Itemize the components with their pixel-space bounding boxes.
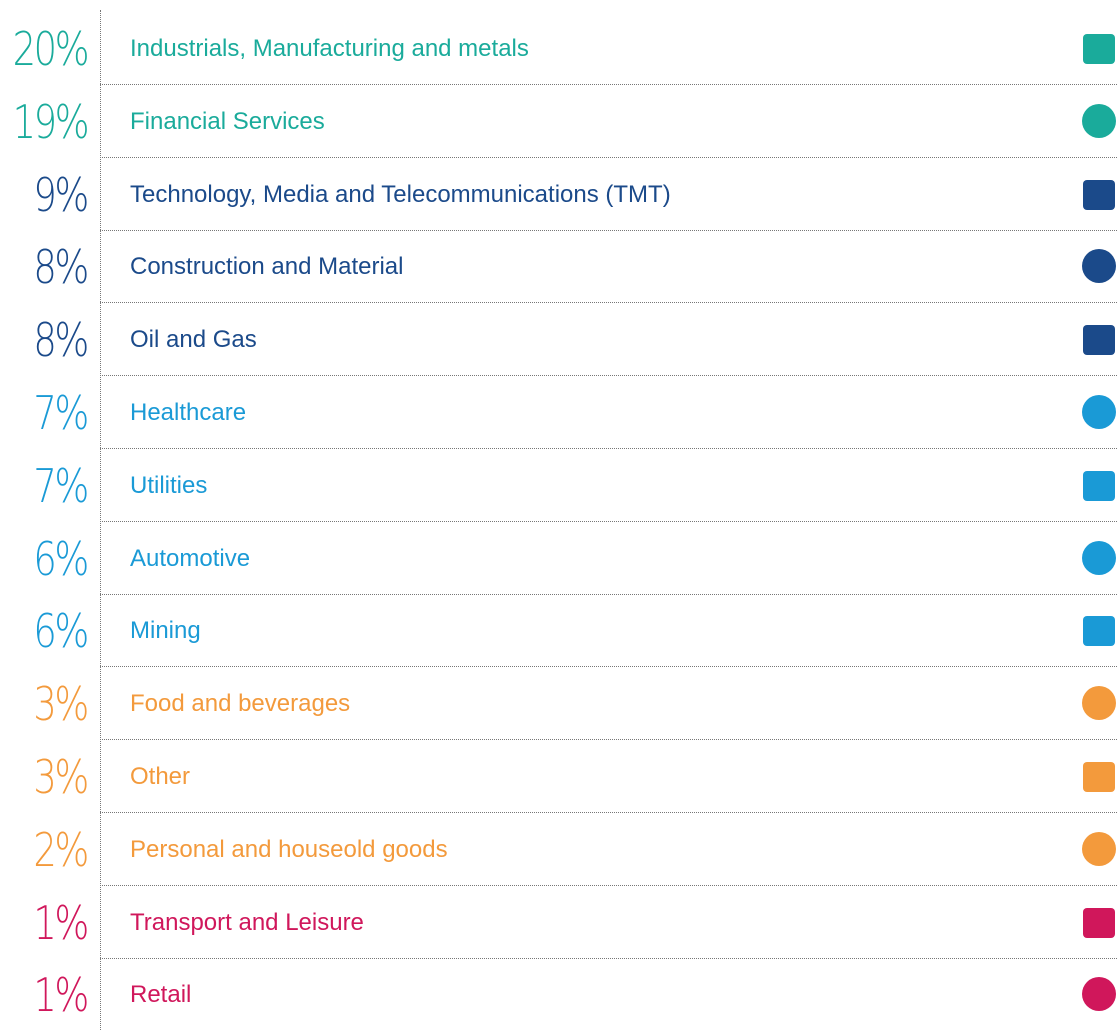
sector-percent: 20% bbox=[12, 22, 89, 76]
sector-label: Financial Services bbox=[130, 107, 325, 135]
sector-icon bbox=[1082, 395, 1116, 429]
icon-shape bbox=[1082, 249, 1116, 284]
sector-icon bbox=[1082, 831, 1116, 866]
sector-label: Healthcare bbox=[130, 399, 247, 426]
icon-shape bbox=[1083, 762, 1115, 792]
sector-label: Industrials, Manufacturing and metals bbox=[130, 35, 529, 62]
sector-icon bbox=[1083, 179, 1115, 210]
sector-label: Construction and Material bbox=[130, 253, 404, 281]
sector-percent: 9% bbox=[33, 167, 89, 222]
sector-icon bbox=[1082, 249, 1116, 284]
sector-row: 2% Personal and houseold goods bbox=[0, 813, 1117, 886]
sector-label: Food and beverages bbox=[130, 690, 351, 718]
sector-percent: 3% bbox=[33, 677, 89, 732]
sector-icon bbox=[1083, 762, 1115, 792]
sector-percent: 19% bbox=[12, 94, 89, 149]
sector-label: Utilities bbox=[130, 471, 208, 499]
sector-percent: 1% bbox=[33, 895, 89, 950]
sector-label: Automotive bbox=[130, 544, 251, 572]
icon-shape bbox=[1083, 470, 1115, 501]
sector-row: 7% Utilities bbox=[0, 449, 1117, 522]
sector-percent: 8% bbox=[33, 313, 89, 368]
sector-row: 9% Technology, Media and Telecommunicatio… bbox=[0, 158, 1117, 231]
sector-row: 6% Mining bbox=[0, 594, 1117, 668]
divider bbox=[100, 10, 101, 1030]
sector-row: 7% Healthcare bbox=[0, 376, 1117, 449]
icon-shape bbox=[1082, 831, 1116, 866]
sector-icon bbox=[1082, 686, 1116, 721]
sector-percent: 1% bbox=[33, 968, 89, 1023]
icon-shape bbox=[1082, 103, 1116, 138]
sector-icon bbox=[1082, 540, 1116, 575]
sector-percent: 2% bbox=[33, 822, 89, 877]
sector-row: 20% Industrials, Manufacturing and metals bbox=[0, 12, 1117, 85]
sector-percent: 8% bbox=[33, 240, 89, 295]
sector-label: Technology, Media and Telecommunications… bbox=[130, 180, 671, 208]
sector-row: 1% Retail bbox=[0, 958, 1117, 1031]
icon-shape bbox=[1082, 540, 1116, 575]
sector-row: 8% Oil and Gas bbox=[0, 303, 1117, 377]
sector-icon bbox=[1083, 616, 1115, 647]
icon-shape bbox=[1082, 395, 1116, 429]
icon-shape bbox=[1083, 34, 1115, 64]
sector-icon bbox=[1082, 103, 1116, 138]
sector-percent: 6% bbox=[33, 604, 89, 659]
icon-shape bbox=[1083, 907, 1115, 938]
sector-icon bbox=[1083, 470, 1115, 501]
icon-shape bbox=[1083, 616, 1115, 647]
sector-row: 3% Other bbox=[0, 740, 1117, 813]
sector-label: Personal and houseold goods bbox=[130, 835, 448, 863]
sector-label: Retail bbox=[130, 981, 192, 1009]
sector-row: 6% Automotive bbox=[0, 522, 1117, 595]
sector-row: 1% Transport and Leisure bbox=[0, 886, 1117, 959]
sector-row: 19% Financial Services bbox=[0, 85, 1117, 158]
sector-percent: 7% bbox=[33, 458, 89, 513]
sector-label: Mining bbox=[130, 617, 201, 645]
sector-label: Transport and Leisure bbox=[130, 908, 364, 936]
sector-label: Oil and Gas bbox=[130, 326, 257, 354]
sector-percent: 6% bbox=[33, 531, 89, 586]
icon-shape bbox=[1082, 686, 1116, 721]
sector-icon bbox=[1083, 34, 1115, 64]
icon-shape bbox=[1082, 977, 1116, 1012]
sector-icon bbox=[1082, 977, 1116, 1012]
sector-row: 3% Food and beverages bbox=[0, 667, 1117, 741]
icon-shape bbox=[1083, 179, 1115, 210]
sector-percent: 7% bbox=[33, 386, 89, 440]
sector-percent: 3% bbox=[33, 750, 89, 804]
sector-row: 8% Construction and Material bbox=[0, 230, 1117, 304]
sector-icon bbox=[1083, 907, 1115, 938]
icon-shape bbox=[1083, 325, 1115, 356]
sector-icon bbox=[1083, 325, 1115, 356]
sector-label: Other bbox=[130, 763, 191, 790]
